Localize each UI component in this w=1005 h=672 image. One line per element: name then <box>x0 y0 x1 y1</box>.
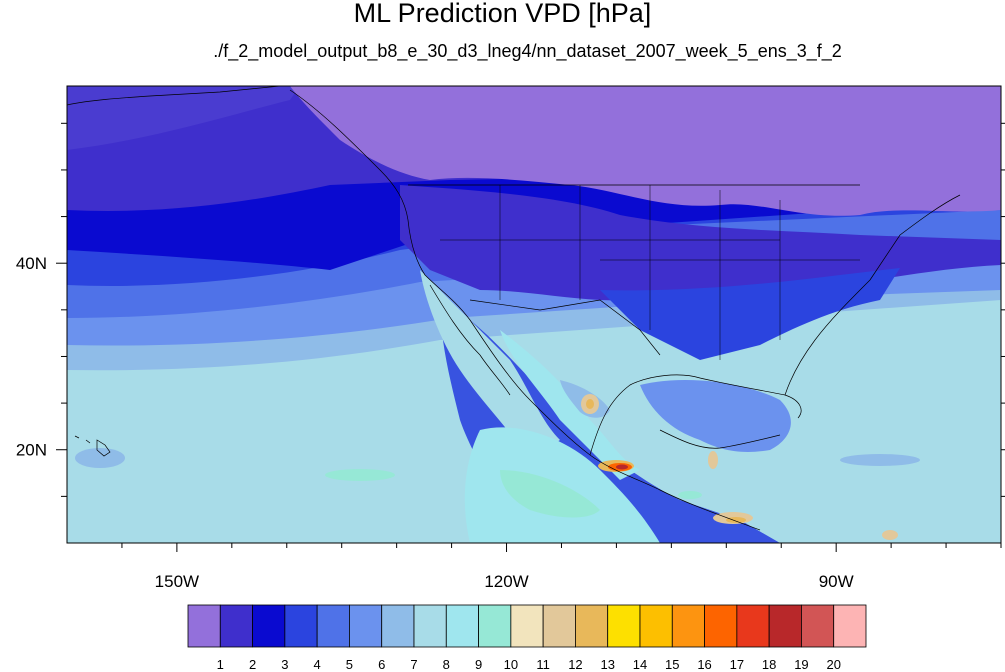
atlantic-coast <box>784 194 961 396</box>
colorbar-swatch <box>542 604 576 648</box>
alaska-coast <box>67 86 281 106</box>
hotspot-2-core <box>616 464 628 470</box>
baja-coast <box>429 284 511 396</box>
colorbar-swatch <box>671 604 705 648</box>
caribbean-patch <box>840 454 920 466</box>
colorbar-label: 12 <box>568 657 582 672</box>
gulf-light <box>640 380 791 452</box>
colorbar-label: 17 <box>730 657 744 672</box>
colorbar-swatch <box>413 604 447 648</box>
vpd-field <box>67 86 1001 543</box>
purple-north <box>290 86 1001 216</box>
colorbar-label: 16 <box>697 657 711 672</box>
colorbar-swatch <box>833 604 867 648</box>
axis-labels: 150W 120W 90W 40N 20N <box>16 254 854 591</box>
colorbar-label: 7 <box>410 657 417 672</box>
plot-title: ML Prediction VPD [hPa] <box>353 0 652 28</box>
colorbar-swatch <box>736 604 770 648</box>
colorbar-label: 18 <box>762 657 776 672</box>
coastlines <box>67 86 961 531</box>
y-tick-label: 20N <box>16 441 47 460</box>
hotspot-4-core <box>726 517 746 523</box>
colorbar-label: 9 <box>475 657 482 672</box>
hawaii-coast <box>74 435 111 457</box>
colorbar-swatch <box>219 604 253 648</box>
colorbar-swatch <box>316 604 350 648</box>
colorbar-label: 20 <box>826 657 840 672</box>
hawaii-patch <box>75 448 125 468</box>
teal-patch-2 <box>678 491 702 499</box>
hotspot-5 <box>882 530 898 540</box>
colorbar-label: 5 <box>346 657 353 672</box>
colorbar-label: 8 <box>443 657 450 672</box>
x-tick-label: 90W <box>819 572 854 591</box>
colorbar-label: 15 <box>665 657 679 672</box>
pacific-coast <box>289 89 761 531</box>
band-1b <box>67 86 300 150</box>
x-tick-label: 150W <box>155 572 199 591</box>
colorbar-label: 6 <box>378 657 385 672</box>
colorbar-label: 11 <box>536 657 550 672</box>
gulf-coast <box>589 374 802 456</box>
colorbar-swatch <box>349 604 383 648</box>
colorbar-swatch <box>639 604 673 648</box>
colorbar-label: 19 <box>794 657 808 672</box>
colorbar-label: 4 <box>314 657 321 672</box>
colorbar-swatch <box>575 604 609 648</box>
state-borders <box>440 185 860 360</box>
hotspot-1-core <box>586 399 594 409</box>
colorbar-label: 14 <box>633 657 647 672</box>
colorbar-label: 1 <box>217 657 224 672</box>
us-interior <box>400 185 1001 301</box>
pacific-teal <box>325 469 395 481</box>
cuba-coast <box>659 429 781 449</box>
colorbar-swatch <box>510 604 544 648</box>
colorbar: 1 2 3 4 5 6 7 8 9 10 11 12 13 14 15 16 17 18 19 20 <box>187 604 867 672</box>
colorbar-swatch <box>252 604 286 648</box>
colorbar-swatch <box>445 604 479 648</box>
colorbar-label: 13 <box>600 657 614 672</box>
plot-subtitle: ./f_2_model_output_b8_e_30_d3_lneg4/nn_d… <box>213 41 842 61</box>
hotspot-3 <box>708 451 718 469</box>
colorbar-label: 2 <box>249 657 256 672</box>
colorbar-swatch <box>381 604 415 648</box>
colorbar-swatch <box>801 604 835 648</box>
colorbar-swatch <box>284 604 318 648</box>
axis-ticks <box>56 122 1005 552</box>
colorbar-label: 3 <box>281 657 288 672</box>
teal-patch <box>500 470 600 518</box>
x-tick-label: 120W <box>484 572 528 591</box>
y-tick-label: 40N <box>16 254 47 273</box>
baja-light <box>420 270 560 460</box>
southeast-us <box>600 268 900 360</box>
colorbar-label: 10 <box>504 657 518 672</box>
colorbar-swatch <box>478 604 512 648</box>
colorbar-swatch <box>768 604 802 648</box>
map-frame <box>66 85 1002 544</box>
mexico-plateau <box>500 330 640 480</box>
us-mexico-border <box>469 299 661 356</box>
colorbar-swatch <box>607 604 641 648</box>
colorbar-swatch <box>704 604 738 648</box>
colorbar-swatch <box>187 604 221 648</box>
